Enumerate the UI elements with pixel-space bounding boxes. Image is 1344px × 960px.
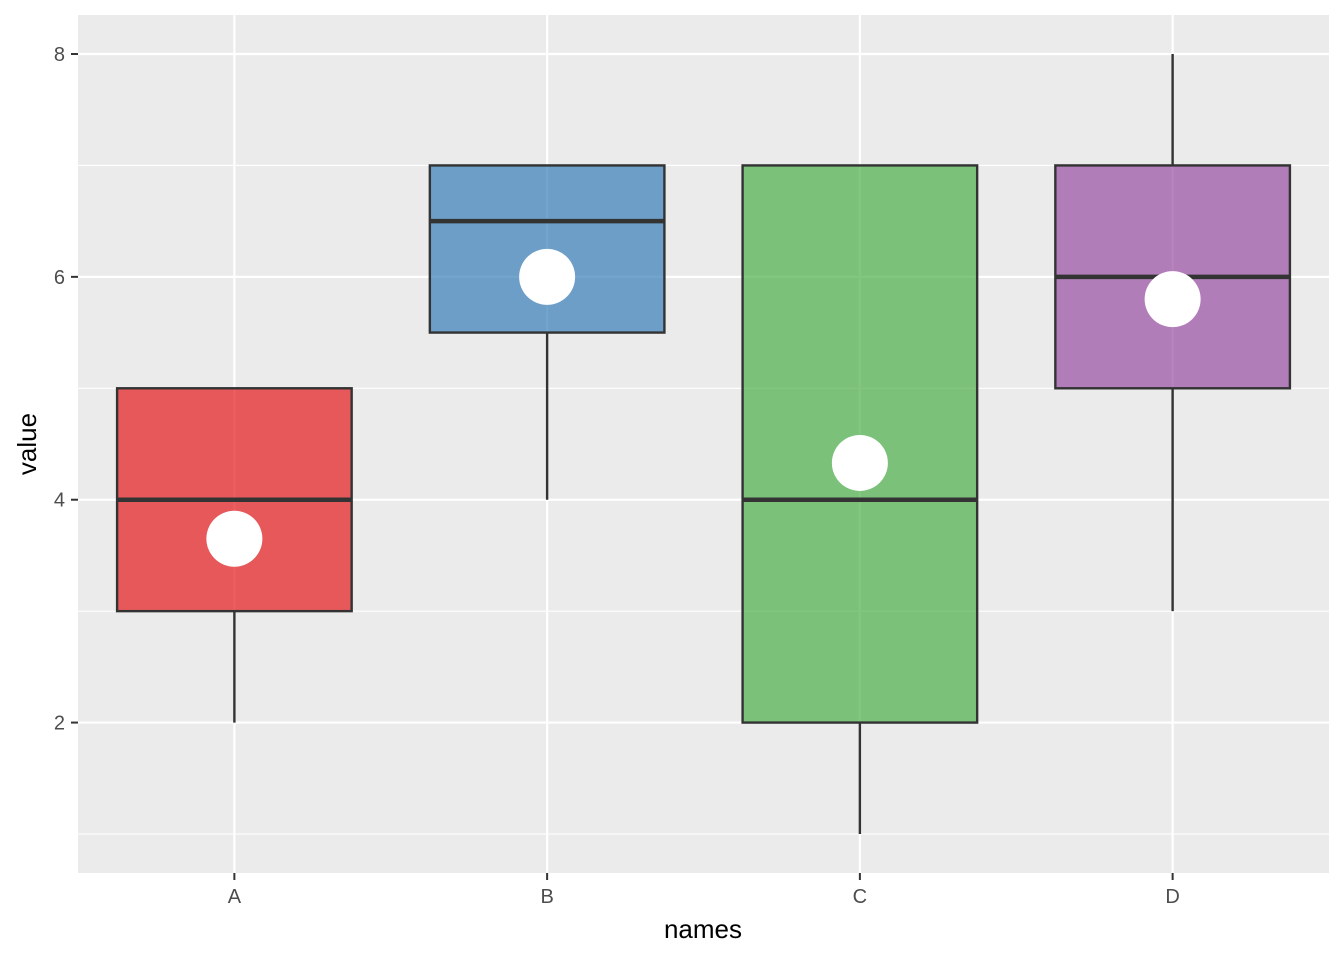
- x-tick-label: B: [540, 886, 553, 908]
- x-axis-title: names: [664, 914, 742, 944]
- box-series: [115, 54, 1292, 834]
- mean-point: [519, 248, 576, 305]
- y-axis: 2 4 6 8: [54, 44, 78, 735]
- x-tick-label: C: [853, 886, 867, 908]
- box-A: [115, 387, 353, 723]
- y-tick-label: 8: [54, 44, 65, 66]
- box-D: [1054, 54, 1292, 612]
- x-tick-label: A: [228, 886, 242, 908]
- box-B: [428, 164, 666, 500]
- y-tick-label: 4: [54, 490, 65, 512]
- y-tick-label: 2: [54, 713, 65, 735]
- x-tick-label: D: [1165, 886, 1179, 908]
- mean-point: [1144, 271, 1201, 328]
- mean-point: [206, 510, 263, 567]
- box-C: [741, 164, 979, 834]
- y-axis-title: value: [12, 413, 42, 475]
- x-axis: A B C D: [228, 873, 1180, 908]
- mean-point: [831, 434, 888, 491]
- y-tick-label: 6: [54, 267, 65, 289]
